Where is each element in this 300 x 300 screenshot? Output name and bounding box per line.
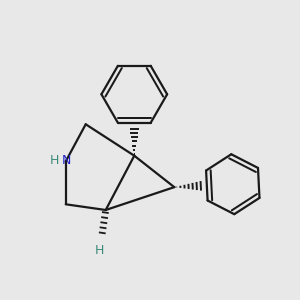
Text: H: H: [94, 244, 104, 257]
Text: N: N: [61, 154, 71, 167]
Text: H: H: [50, 154, 59, 167]
